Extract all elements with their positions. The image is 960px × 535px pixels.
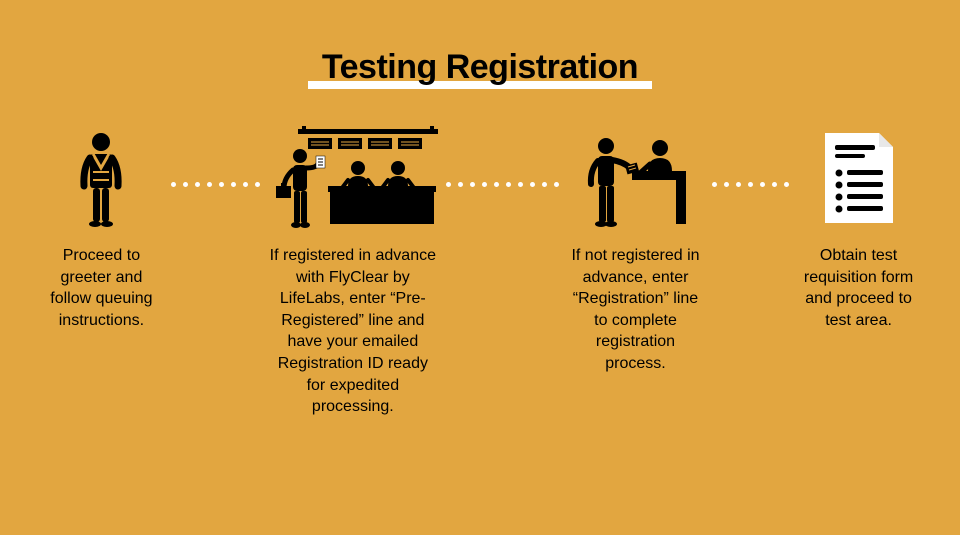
form-document-icon [821, 123, 897, 233]
step-form: Obtain test requisition form and proceed… [797, 123, 920, 331]
step-pre-registered-text: If registered in advance with FlyClear b… [268, 245, 438, 418]
title-area: Testing Registration [0, 0, 960, 87]
step-greeter: Proceed to greeter and follow queuing in… [40, 123, 163, 331]
step-greeter-text: Proceed to greeter and follow queuing in… [40, 245, 163, 331]
title-text: Testing Registration [322, 48, 638, 86]
step-not-registered: If not registered in advance, enter “Reg… [567, 123, 704, 375]
connector-dots-2 [438, 129, 567, 239]
connector-dots-1 [163, 129, 268, 239]
person-at-counter-icon [580, 123, 690, 233]
greeter-icon [71, 123, 131, 233]
connector-dots-3 [704, 129, 797, 239]
steps-row: Proceed to greeter and follow queuing in… [0, 123, 960, 418]
step-pre-registered: If registered in advance with FlyClear b… [268, 123, 438, 418]
step-not-registered-text: If not registered in advance, enter “Reg… [567, 245, 704, 375]
registration-desk-icon [268, 123, 438, 233]
step-form-text: Obtain test requisition form and proceed… [797, 245, 920, 331]
page-title: Testing Registration [322, 48, 638, 87]
